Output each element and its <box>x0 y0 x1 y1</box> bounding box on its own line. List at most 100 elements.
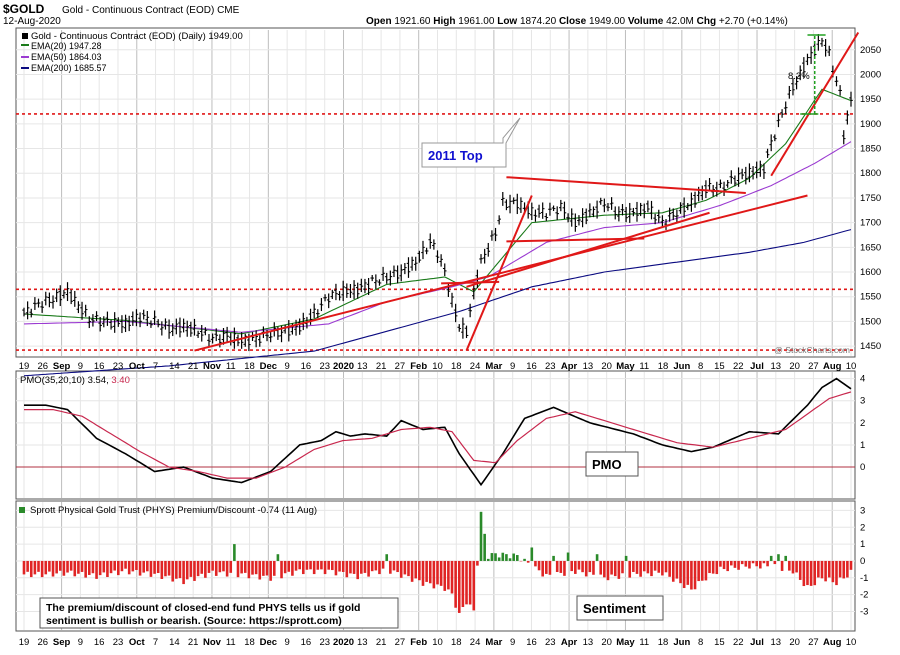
sentiment-bar <box>215 561 218 576</box>
sentiment-bar <box>614 561 617 576</box>
x-tick-label-bottom: 2020 <box>333 637 354 648</box>
sentiment-bar <box>371 561 374 571</box>
sentiment-bar <box>523 559 526 561</box>
sentiment-bar <box>121 561 124 571</box>
x-tick-label-bottom: 16 <box>301 637 312 648</box>
price-y-tick-label: 1950 <box>860 94 881 105</box>
sentiment-bar <box>512 554 515 561</box>
sentiment-bar <box>99 561 102 575</box>
sentiment-bar <box>560 561 563 573</box>
open-value: 1921.60 <box>394 16 431 27</box>
sentiment-bar <box>505 554 508 561</box>
price-y-tick-label: 1850 <box>860 144 881 155</box>
sentiment-bar <box>95 561 98 579</box>
volume-label: Volume <box>628 16 664 27</box>
high-label: High <box>433 16 455 27</box>
sentiment-bar <box>52 561 55 577</box>
x-tick-label-top: Dec <box>260 361 277 372</box>
x-tick-label-top: 7 <box>153 361 158 372</box>
sentiment-bar <box>462 561 465 607</box>
x-tick-label-bottom: 23 <box>113 637 124 648</box>
sentiment-bar <box>770 556 773 561</box>
x-tick-label-top: 10 <box>432 361 443 372</box>
ohlc-summary: Open 1921.60 High 1961.00 Low 1874.20 Cl… <box>366 16 788 27</box>
exchange-label: CME <box>217 5 240 16</box>
sentiment-bar <box>385 554 388 561</box>
sentiment-bar <box>494 553 497 561</box>
price-y-tick-label: 1500 <box>860 316 881 327</box>
sentiment-bar <box>621 561 624 573</box>
sentiment-bar <box>472 561 475 610</box>
sentiment-bar <box>317 561 320 570</box>
sentiment-bar <box>781 561 784 571</box>
sentiment-bar <box>182 561 185 584</box>
sentiment-bar <box>389 561 392 574</box>
sentiment-bar <box>850 561 853 570</box>
sentiment-bar <box>625 556 628 561</box>
sentiment-bar <box>672 561 675 582</box>
sentiment-bar <box>832 561 835 582</box>
sentiment-bar <box>835 561 838 585</box>
sentiment-bar <box>157 561 160 573</box>
x-tick-label-bottom: 8 <box>698 637 703 648</box>
sentiment-bar <box>476 561 479 566</box>
sentiment-bar <box>701 561 704 581</box>
x-tick-label-top: 11 <box>226 361 236 372</box>
price-y-tick-label: 2000 <box>860 69 881 80</box>
sentiment-bar <box>132 561 135 571</box>
sentiment-bar <box>443 561 446 591</box>
sentiment-bar <box>44 561 47 574</box>
pmo-legend: PMO(35,20,10) 3.54, 3.40 <box>20 375 130 386</box>
x-tick-label-top: Oct <box>129 361 146 372</box>
legend-ema20: EMA(20) 1947.28 <box>31 41 102 51</box>
sentiment-bar <box>197 561 200 576</box>
sentiment-bar <box>92 561 95 573</box>
sentiment-bar <box>842 561 845 579</box>
sentiment-bar <box>349 561 352 573</box>
sentiment-bar <box>549 561 552 575</box>
x-tick-label-top: 27 <box>808 361 819 372</box>
pmo-y-tick-label: 4 <box>860 374 865 385</box>
sentiment-bar <box>110 561 113 573</box>
sentiment-bar <box>356 561 359 579</box>
sentiment-bar <box>142 561 145 573</box>
sentiment-bar <box>153 561 156 574</box>
x-tick-label-bottom: 21 <box>376 637 387 648</box>
sentiment-bar <box>418 561 421 580</box>
x-tick-label-bottom: Feb <box>410 637 427 648</box>
sentiment-bar <box>599 561 602 575</box>
x-tick-label-bottom: 7 <box>153 637 158 648</box>
sentiment-bar <box>382 561 385 569</box>
x-tick-label-bottom: 11 <box>226 637 236 648</box>
sentiment-bar <box>23 561 26 574</box>
sentiment-bar <box>665 561 668 572</box>
sentiment-bar <box>360 561 363 574</box>
x-tick-label-bottom: 15 <box>714 637 725 648</box>
sentiment-bar <box>106 561 109 577</box>
sentiment-bar <box>400 561 403 578</box>
sentiment-bar <box>487 559 490 561</box>
sentiment-bar <box>516 555 519 561</box>
symbol-description: Gold - Continuous Contract (EOD) CME <box>62 5 240 16</box>
x-tick-label-top: Feb <box>410 361 427 372</box>
sentiment-bar <box>763 561 766 563</box>
sentiment-bar <box>527 561 530 563</box>
x-tick-label-bottom: 16 <box>94 637 105 648</box>
sentiment-bar <box>683 561 686 588</box>
volume-value: 42.0M <box>666 16 694 27</box>
x-tick-label-bottom: Oct <box>129 637 146 648</box>
sentiment-bar <box>538 561 541 570</box>
x-tick-label-top: 9 <box>284 361 289 372</box>
sentiment-bar <box>777 554 780 561</box>
sentiment-y-tick-label: 0 <box>860 556 865 567</box>
sentiment-bar <box>164 561 167 576</box>
sentiment-bar <box>237 561 240 577</box>
sentiment-bar <box>705 561 708 580</box>
sentiment-bar <box>846 561 849 578</box>
legend-ema200: EMA(200) 1685.57 <box>31 63 107 73</box>
sentiment-box-label: Sentiment <box>583 601 647 616</box>
sentiment-bar <box>632 561 635 572</box>
x-tick-label-bottom: 16 <box>526 637 537 648</box>
sentiment-bar <box>690 561 693 590</box>
